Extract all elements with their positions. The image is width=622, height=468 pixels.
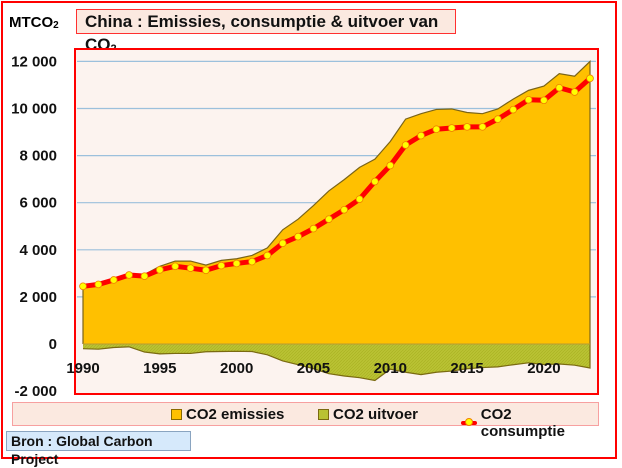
consumption-point: [417, 131, 425, 140]
consumption-line-marker-icon: [461, 418, 477, 427]
consumption-point: [386, 161, 395, 170]
consumption-point: [586, 74, 594, 83]
exports-area: [83, 344, 590, 381]
consumption-line: [82, 76, 592, 289]
consumption-point: [371, 177, 379, 186]
unit-label-subscript: 2: [53, 20, 59, 31]
consumption-point: [432, 125, 441, 134]
consumption-series: [79, 74, 594, 291]
x-tick-label: 2015: [450, 360, 483, 377]
consumption-point: [140, 272, 149, 280]
y-tick-label: 12 000: [11, 53, 57, 70]
consumption-point: [232, 259, 241, 268]
y-tick-label: 4 000: [19, 242, 57, 259]
consumption-point: [263, 251, 272, 260]
unit-label-text: MTCO: [9, 14, 54, 31]
legend: CO2 emissies CO2 uitvoer CO2 consumptie: [12, 402, 599, 440]
consumption-point: [494, 115, 502, 123]
y-axis-unit-label: MTCO2: [9, 14, 59, 31]
consumption-point: [509, 105, 517, 114]
x-tick-label: 2010: [374, 360, 407, 377]
y-tick-label: 8 000: [19, 148, 57, 165]
source-label: Bron : Global Carbon Project: [6, 431, 191, 467]
consumption-point: [217, 261, 226, 270]
legend-label: CO2 uitvoer: [333, 406, 419, 423]
legend-label: CO2 consumptie: [480, 406, 565, 440]
x-tick-label: 1990: [66, 360, 99, 377]
consumption-point: [401, 141, 410, 149]
consumption-point: [478, 123, 487, 131]
consumption-point: [555, 83, 564, 92]
y-tick-label: -2 000: [14, 383, 57, 400]
legend-item-exports: CO2 uitvoer: [318, 406, 418, 423]
consumption-point: [171, 262, 179, 271]
consumption-point: [248, 257, 256, 266]
consumption-point: [447, 124, 456, 132]
exports-swatch-icon: [318, 409, 329, 420]
consumption-point: [294, 232, 302, 241]
x-tick-label: 2020: [527, 360, 560, 377]
legend-item-consumption: CO2 consumptie: [461, 406, 598, 440]
consumption-point: [524, 95, 533, 104]
consumption-point: [79, 282, 87, 291]
consumption-point: [186, 264, 195, 272]
consumption-point: [309, 224, 318, 233]
y-tick-label: 6 000: [19, 195, 57, 212]
consumption-point: [94, 280, 103, 289]
y-tick-label: 2 000: [19, 289, 57, 306]
consumption-point: [278, 239, 287, 248]
y-tick-label: 10 000: [11, 101, 57, 118]
consumption-point: [340, 205, 348, 214]
emissions-swatch-icon: [171, 409, 182, 420]
x-tick-label: 2000: [220, 360, 253, 377]
x-tick-label: 1995: [143, 360, 176, 377]
emissions-area: [83, 61, 590, 345]
x-axis-ticks: 1990 1995 2000 2005 2010 2015 2020: [66, 360, 560, 377]
exports-outline: [82, 344, 591, 382]
consumption-point: [325, 215, 333, 223]
consumption-point: [463, 123, 471, 131]
consumption-point: [570, 88, 579, 96]
x-tick-label: 2005: [297, 360, 330, 377]
consumption-point: [540, 96, 548, 105]
legend-item-emissions: CO2 emissies: [171, 406, 284, 423]
consumption-point: [355, 195, 364, 203]
legend-label: CO2 emissies: [186, 406, 285, 423]
y-tick-label: 0: [49, 336, 57, 353]
consumption-point: [109, 276, 118, 284]
consumption-point: [156, 266, 164, 274]
consumption-point: [202, 266, 210, 275]
y-axis-ticks: -2 000 0 2 000 4 000 6 000 8 000 10 000 12 000: [11, 53, 57, 400]
consumption-point: [125, 271, 133, 279]
